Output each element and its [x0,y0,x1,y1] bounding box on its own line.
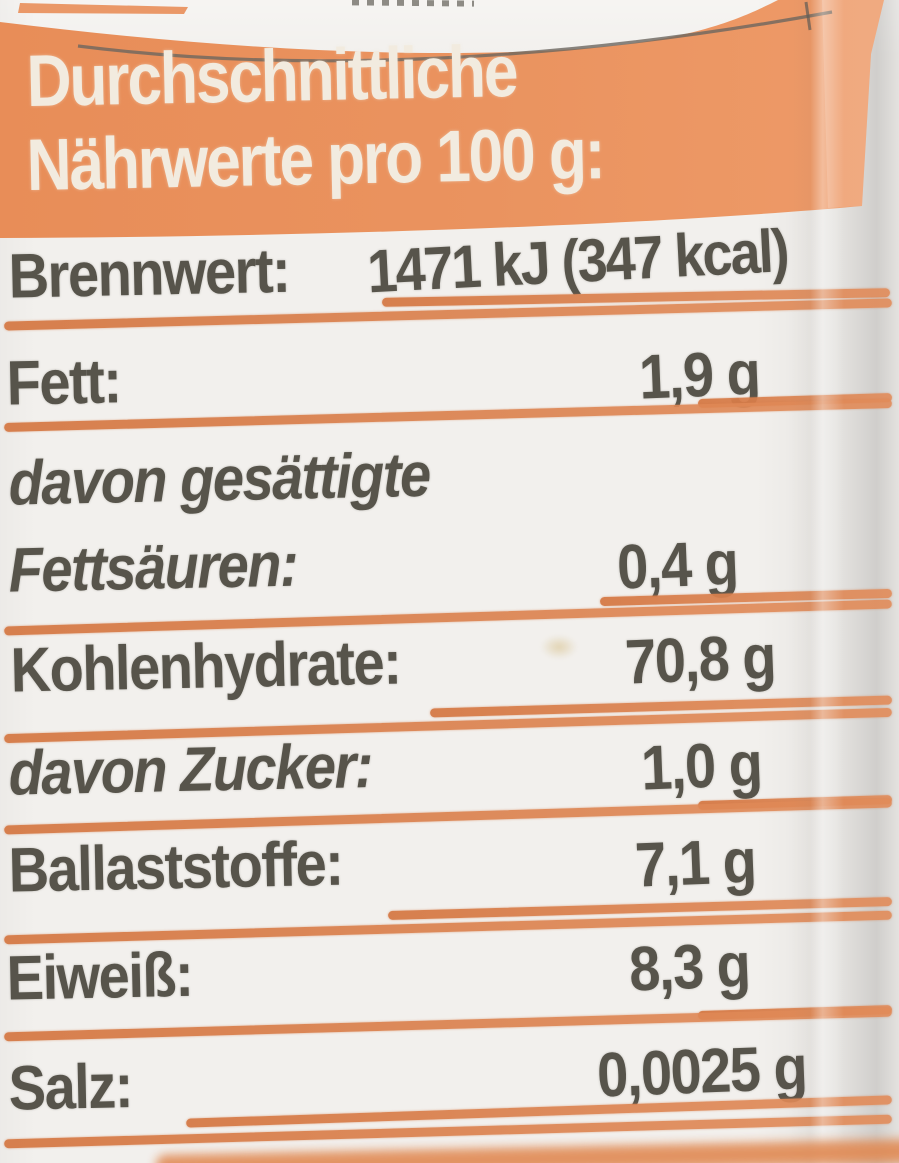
crease-shadow [77,10,833,63]
header-title-line2: Nährwerte pro 100 g: [25,113,605,207]
eiweiss-value: 8,3 g [627,928,751,1005]
kohlenhydrate-value: 70,8 g [623,620,777,698]
paper-stain [536,632,582,662]
gesaettigte-fettsaeuren-value: 0,4 g [615,526,739,603]
gesaettigte-fettsaeuren-label-line1: davon gesättigte [7,438,431,519]
salz-label: Salz: [7,1049,133,1124]
brennwert-label: Brennwert: [7,234,290,312]
header-band [0,0,884,238]
ballaststoffe-value: 7,1 g [633,824,757,901]
kohlenhydrate-label: Kohlenhydrate: [9,626,402,706]
bottom-blurred-orange-band [155,1139,899,1163]
salz-value: 0,0025 g [595,1031,808,1111]
gesaettigte-fettsaeuren-label-line2: Fettsäuren: [7,528,298,606]
zucker-label: davon Zucker: [7,729,373,809]
fold-highlight [822,0,884,208]
header-title-line1: Durchschnittliche [25,31,518,123]
ballaststoffe-label: Ballaststoffe: [7,827,344,906]
package-fold-line [804,1,812,31]
eiweiss-label: Eiweiß: [5,938,193,1014]
row-divider [4,398,892,433]
fett-label: Fett: [5,345,122,419]
top-edge-orange-sliver [18,3,188,14]
zucker-value: 1,0 g [639,727,763,804]
